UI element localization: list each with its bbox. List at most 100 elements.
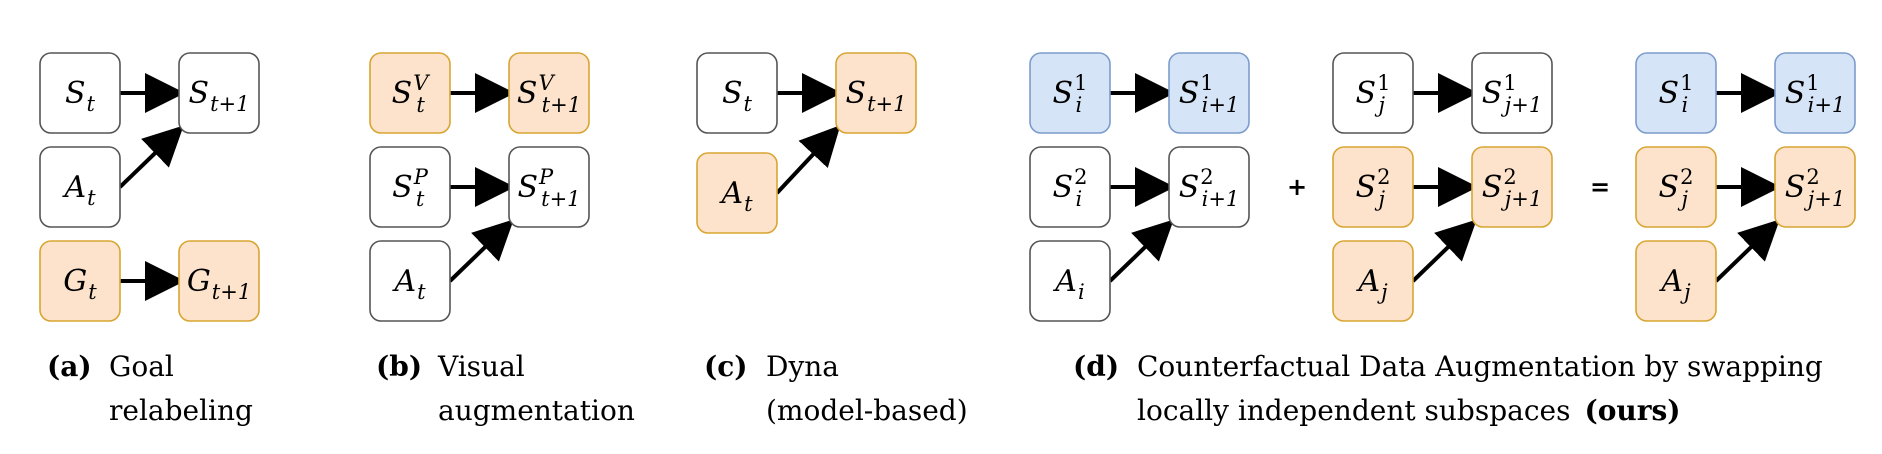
edge-d1-a-to-d1-s2n — [1108, 219, 1174, 283]
node-a-gt: Gt — [39, 240, 121, 322]
node-label: St+1 — [189, 76, 250, 116]
caption-c-line2: (model-based) — [766, 394, 968, 427]
node-d2-s1n: S1 j+1 — [1471, 52, 1553, 134]
node-box — [696, 152, 778, 234]
node-c-st1: St+1 — [835, 52, 917, 134]
caption-a-tag: (a) — [47, 350, 92, 383]
node-label: S2 i+1 — [1179, 165, 1240, 211]
node-box — [508, 52, 590, 134]
node-label: St — [722, 76, 753, 116]
node-box — [1635, 52, 1717, 134]
node-label: S2 j — [1659, 165, 1694, 211]
node-d3-a: Aj — [1635, 240, 1717, 322]
node-d3-s1: S1 i — [1635, 52, 1717, 134]
node-label: S2 j — [1356, 165, 1391, 211]
node-box — [369, 240, 451, 322]
caption-c-tag: (c) — [704, 350, 748, 383]
node-label: S1 i — [1659, 71, 1694, 117]
node-label: At — [391, 264, 426, 304]
node-b-sv1: SV t+1 — [508, 52, 590, 134]
node-box — [1332, 240, 1414, 322]
node-box — [1029, 52, 1111, 134]
node-label: S2 i — [1053, 165, 1088, 211]
node-a-gt1: Gt+1 — [178, 240, 260, 322]
node-label: SP t+1 — [517, 165, 580, 211]
caption-b-tag: (b) — [376, 350, 423, 383]
node-box — [1029, 146, 1111, 228]
node-box — [1774, 52, 1856, 134]
node-box — [178, 52, 260, 134]
node-box — [1332, 52, 1414, 134]
node-d3-s2: S2 j — [1635, 146, 1717, 228]
node-label: S1 i — [1053, 71, 1088, 117]
node-d1-s2n: S2 i+1 — [1168, 146, 1250, 228]
node-b-at: At — [369, 240, 451, 322]
node-label: S2 j+1 — [1482, 165, 1542, 211]
node-box — [1029, 240, 1111, 322]
node-box — [508, 146, 590, 228]
node-box — [39, 240, 121, 322]
node-label: Gt — [63, 264, 97, 304]
caption-d-ours: (ours) — [1584, 394, 1681, 427]
node-box — [835, 52, 917, 134]
node-label: SV t+1 — [517, 71, 581, 117]
node-box — [696, 52, 778, 134]
node-box — [369, 146, 451, 228]
node-c-at: At — [696, 152, 778, 234]
node-label: Aj — [1658, 264, 1691, 304]
node-d2-s2n: S2 j+1 — [1471, 146, 1553, 228]
caption-d-line2: locally independent subspaces — [1137, 394, 1571, 427]
node-d2-s1: S1 j — [1332, 52, 1414, 134]
node-c-st: St — [696, 52, 778, 134]
node-box — [1635, 146, 1717, 228]
node-box — [1635, 240, 1717, 322]
node-box — [178, 240, 260, 322]
node-label: At — [61, 170, 96, 210]
edge-c-at-to-c-st1 — [775, 125, 841, 195]
node-d3-s2n: S2 j+1 — [1774, 146, 1856, 228]
edges-layer — [118, 73, 1781, 301]
node-box — [1168, 146, 1250, 228]
nodes-layer: St St+1 At Gt Gt+1 SV t SV t+1 SP t SP t+1 At St St+1 At… — [39, 52, 1856, 322]
node-box — [39, 52, 121, 134]
node-d3-s1n: S1 i+1 — [1774, 52, 1856, 134]
caption-d-tag: (d) — [1073, 350, 1120, 383]
node-a-st1: St+1 — [178, 52, 260, 134]
node-b-sp1: SP t+1 — [508, 146, 590, 228]
node-box — [369, 52, 451, 134]
node-label: Ai — [1052, 264, 1084, 304]
caption-d-line1: Counterfactual Data Augmentation by swap… — [1137, 350, 1823, 383]
caption-b-line1: Visual — [438, 350, 525, 383]
caption-b-line2: augmentation — [438, 394, 635, 427]
node-a-at: At — [39, 146, 121, 228]
node-label: At — [718, 176, 753, 216]
edge-d2-a-to-d2-s2n — [1411, 219, 1477, 283]
node-label: SP t — [392, 165, 429, 211]
node-d1-s1n: S1 i+1 — [1168, 52, 1250, 134]
node-a-st: St — [39, 52, 121, 134]
node-label: S2 j+1 — [1785, 165, 1845, 211]
node-label: S1 j — [1356, 71, 1391, 117]
node-d2-s2: S2 j — [1332, 146, 1414, 228]
node-label: Aj — [1355, 264, 1388, 304]
node-d1-s2: S2 i — [1029, 146, 1111, 228]
node-b-sp: SP t — [369, 146, 451, 228]
equals-operator: = — [1590, 173, 1610, 201]
caption-c-line1: Dyna — [766, 350, 839, 383]
node-label: St+1 — [846, 76, 907, 116]
node-box — [39, 146, 121, 228]
node-label: SV t — [392, 71, 431, 117]
node-label: St — [65, 76, 96, 116]
edge-a-at-to-a-st1 — [118, 125, 184, 189]
edge-d3-a-to-d3-s2n — [1714, 219, 1780, 283]
node-box — [1471, 146, 1553, 228]
node-b-sv: SV t — [369, 52, 451, 134]
edge-b-at-to-b-sp1 — [448, 219, 514, 283]
node-box — [1168, 52, 1250, 134]
node-label: S1 i+1 — [1785, 71, 1846, 117]
node-label: Gt+1 — [187, 264, 251, 304]
node-label: S1 j+1 — [1482, 71, 1542, 117]
caption-a-line2: relabeling — [109, 394, 253, 427]
node-label: S1 i+1 — [1179, 71, 1240, 117]
node-d1-s1: S1 i — [1029, 52, 1111, 134]
